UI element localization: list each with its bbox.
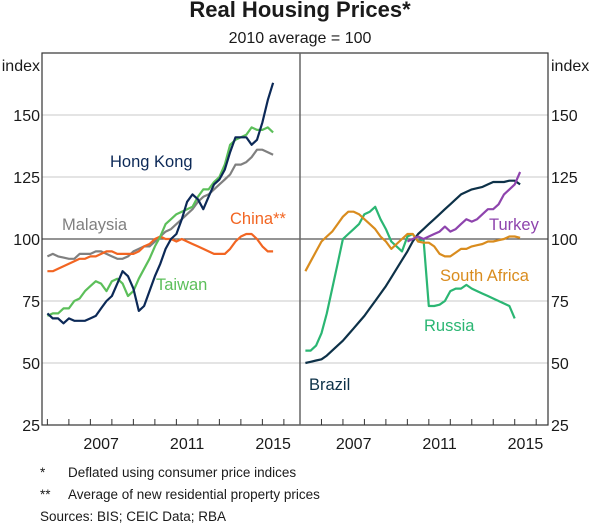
series-label-south-africa: South Africa [440, 267, 530, 285]
footnote-mark: ** [40, 487, 51, 502]
x-tick-label: 2015 [508, 436, 544, 453]
y-tick-label-right: 25 [551, 418, 569, 435]
series-line-south-africa [304, 210, 521, 272]
chart-title: Real Housing Prices* [189, 0, 411, 22]
x-tick-label: 2015 [255, 436, 291, 453]
x-tick-label: 2011 [170, 436, 205, 453]
y-tick-label-right: 75 [551, 294, 569, 311]
y-tick-label-left: 125 [13, 170, 40, 187]
y-tick-label-left: 100 [13, 232, 40, 249]
y-axis-unit-right: index [551, 58, 589, 75]
x-tick-label: 2007 [83, 436, 119, 453]
y-tick-label-right: 100 [551, 232, 578, 249]
x-tick-label: 2011 [422, 436, 457, 453]
chart-subtitle: 2010 average = 100 [228, 30, 372, 47]
footnote-mark: * [40, 465, 46, 480]
footnote-text: Deflated using consumer price indices [68, 465, 297, 480]
y-axis-unit-left: index [2, 58, 40, 75]
series-label-taiwan: Taiwan [156, 276, 207, 294]
y-tick-label-right: 50 [551, 356, 569, 373]
y-tick-label-right: 150 [551, 108, 578, 125]
sources: Sources: BIS; CEIC Data; RBA [40, 509, 227, 524]
series-line-turkey [406, 171, 522, 243]
series-label-malaysia: Malaysia [62, 216, 128, 234]
series-label-china: China** [230, 210, 287, 228]
series-label-turkey: Turkey [489, 216, 540, 234]
series-line-brazil [305, 179, 521, 365]
y-tick-label-left: 150 [13, 108, 40, 125]
y-tick-label-left: 25 [22, 418, 40, 435]
series-label-russia: Russia [424, 317, 475, 335]
series-label-hong-kong: Hong Kong [110, 153, 193, 171]
y-tick-label-left: 50 [22, 356, 40, 373]
x-tick-label: 2007 [336, 436, 372, 453]
footnotes: * Deflated using consumer price indices … [40, 462, 320, 528]
series-line-russia [305, 205, 516, 352]
footnote-1: * Deflated using consumer price indices [40, 462, 320, 484]
series-line-hong-kong [46, 82, 275, 325]
y-tick-label-right: 125 [551, 170, 578, 187]
footnote-text: Average of new residential property pric… [68, 487, 320, 502]
footnote-2: ** Average of new residential property p… [40, 484, 320, 506]
plot-frame [41, 52, 549, 426]
series-label-brazil: Brazil [309, 376, 350, 394]
y-tick-label-left: 75 [22, 294, 40, 311]
